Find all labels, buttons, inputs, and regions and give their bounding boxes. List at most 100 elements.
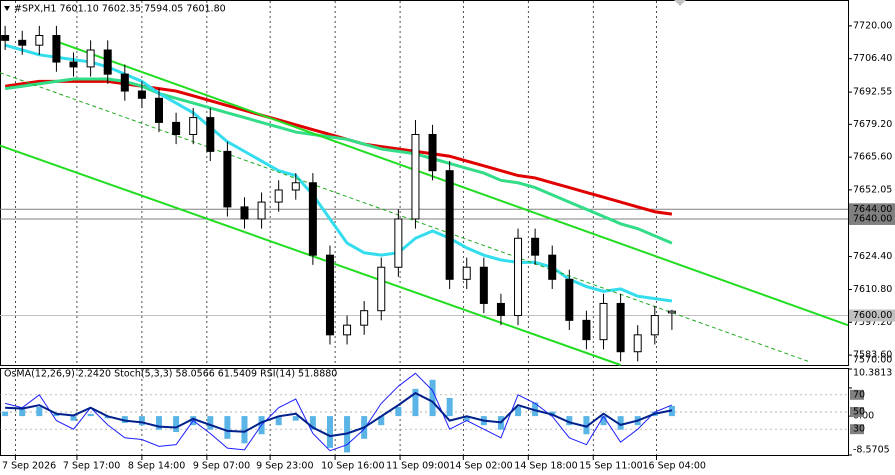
osma-bar [224, 416, 231, 439]
osma-bar [395, 407, 402, 417]
chart-title: #SPX,H1 7601.10 7602.35 7594.05 7601.80 [14, 4, 226, 15]
y-tick-label: 7692.55 [853, 87, 892, 98]
candle-body [240, 206, 249, 220]
candle-body [69, 61, 78, 68]
candle-body [599, 302, 608, 341]
candle-body [120, 73, 129, 92]
y-tick-label: 30 [853, 424, 865, 435]
candle-body [206, 117, 215, 152]
osma-bar [326, 416, 333, 448]
candle-body [325, 254, 334, 336]
candle-body [514, 237, 523, 317]
osma-bar [2, 411, 9, 417]
osma-bar [446, 397, 453, 417]
y-tick-label: 50 [853, 407, 865, 418]
osma-bar [515, 407, 522, 417]
x-tick-label: 10 Sep 16:00 [321, 461, 384, 472]
candle-body [616, 302, 625, 353]
x-tick-label: 14 Sep 18:00 [514, 461, 577, 472]
osma-bar [241, 416, 248, 444]
candle-body [18, 39, 27, 46]
candle-body [189, 117, 198, 135]
candle-body [582, 319, 591, 341]
y-tick-label: 10.3813 [853, 368, 892, 379]
candle-body [479, 266, 488, 304]
candle-body [35, 35, 44, 46]
scroll-marker [674, 0, 686, 6]
candle-body [496, 302, 505, 317]
level-label-box [849, 309, 895, 322]
y-tick-label: 7706.40 [853, 53, 892, 64]
candle-body [633, 334, 642, 353]
y-tick-label: -8.5705 [853, 445, 890, 456]
level-label: 7644.00 [853, 204, 892, 215]
osma-bar [463, 416, 470, 421]
x-tick-label: 16 Sep 04:00 [643, 461, 706, 472]
osma-bar [121, 416, 128, 423]
osma-bar [173, 416, 180, 432]
osma-bar [53, 413, 60, 417]
candle-body [1, 35, 10, 41]
osma-bar [70, 416, 77, 421]
osma-bar [566, 416, 573, 426]
level-label: 7640.00 [853, 213, 892, 224]
trendline [0, 72, 811, 363]
candle-body [462, 266, 471, 280]
candle-body [650, 315, 659, 336]
candle-body [360, 310, 369, 326]
main-frame [0, 0, 849, 366]
candle-body [172, 121, 181, 135]
y-tick-label: 7720.00 [853, 20, 892, 31]
y-tick-label: 7652.05 [853, 184, 892, 195]
candle-body [667, 310, 676, 314]
y-tick-label: 7665.60 [853, 152, 892, 163]
level-label-box [849, 212, 895, 225]
candle-body [223, 150, 232, 208]
level-label-box [850, 389, 864, 400]
x-tick-label: 7 Sep 2026 [2, 461, 56, 472]
candle-body [274, 189, 283, 203]
y-tick-label: 7610.80 [853, 284, 892, 295]
level-label-box [850, 407, 864, 417]
osma-bar [207, 416, 214, 430]
candle-body [86, 49, 95, 68]
osma-bar [429, 379, 436, 417]
osma-bar [36, 407, 43, 417]
level-label-box [850, 424, 864, 435]
candle-body [52, 35, 61, 63]
rsi-line [5, 391, 673, 438]
osma-bar [156, 416, 162, 430]
candle-body [531, 237, 540, 256]
moving-average [4, 77, 673, 245]
symbol-icon [4, 6, 10, 11]
candle-body [411, 133, 420, 220]
x-tick-label: 14 Sep 02:00 [449, 461, 512, 472]
osma-bar [87, 413, 94, 417]
osma-bar [138, 416, 145, 426]
y-tick-label: 70 [853, 389, 865, 400]
candle-body [343, 324, 352, 336]
osma-bar [309, 416, 316, 430]
candle-body [155, 97, 163, 123]
level-label-box [849, 203, 895, 216]
candle-body [257, 201, 266, 220]
candle-body [308, 182, 317, 256]
candle-body [394, 218, 403, 268]
osma-bar [583, 416, 590, 435]
osma-bar [19, 409, 26, 417]
osma-bar [292, 416, 299, 421]
level-label: 7600.00 [853, 310, 892, 321]
x-tick-label: 9 Sep 23:00 [256, 461, 313, 472]
x-tick-label: 15 Sep 11:00 [579, 461, 642, 472]
candle-body [548, 254, 557, 280]
y-tick-label: 7597.20 [853, 317, 892, 328]
candle-body [137, 90, 146, 99]
candle-body [445, 170, 454, 280]
candle-body [428, 133, 437, 172]
y-tick-label: 7583.60 [853, 350, 892, 361]
candle-body [565, 278, 574, 321]
candle-body [103, 49, 112, 75]
y-tick-label: 7624.40 [853, 251, 892, 262]
x-tick-label: 9 Sep 07:00 [193, 461, 250, 472]
osma-bar [617, 416, 624, 430]
